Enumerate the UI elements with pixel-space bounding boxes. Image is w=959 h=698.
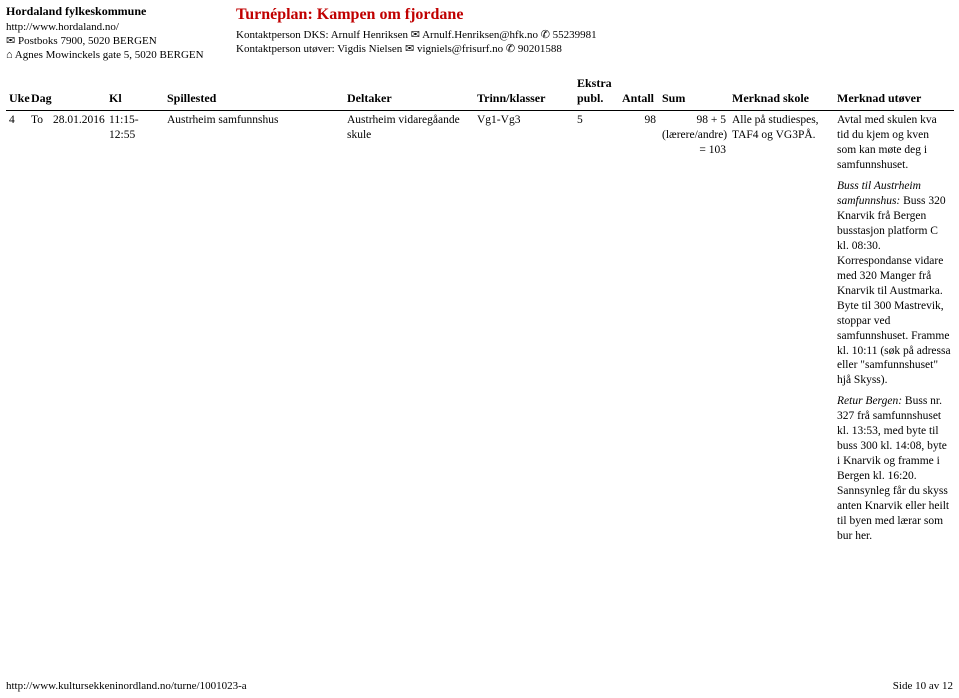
cell-ekstra: 5 [574, 111, 619, 552]
mutover-p3-rest: Buss nr. 327 frå samfunnshuset kl. 13:53… [837, 395, 949, 541]
table-row: 4 To 28.01.2016 11:15-12:55 Austrheim sa… [6, 111, 954, 552]
footer-url: http://www.kultursekkeninordland.no/turn… [6, 680, 247, 692]
sum-line1: 98 + 5 [662, 113, 726, 128]
th-antall: Antall [619, 72, 659, 111]
table-header-row: Uke Dag Kl Spillested Deltaker Trinn/kla… [6, 72, 954, 111]
org-name: Hordaland fylkeskommune [6, 4, 206, 20]
contact-utover: Kontaktperson utøver: Vigdis Nielsen ✉ v… [236, 42, 953, 57]
contact-dks: Kontaktperson DKS: Arnulf Henriksen ✉ Ar… [236, 28, 953, 43]
sum-line3: = 103 [662, 143, 726, 158]
cell-antall: 98 [619, 111, 659, 552]
mutover-p3-lead: Retur Bergen: [837, 395, 902, 407]
plan-table: Uke Dag Kl Spillested Deltaker Trinn/kla… [6, 72, 954, 551]
cell-mskole: Alle på studiespes, TAF4 og VG3PÅ. [729, 111, 834, 552]
th-deltaker: Deltaker [344, 72, 474, 111]
th-kl: Kl [106, 72, 164, 111]
cell-deltaker: Austrheim vidaregåande skule [344, 111, 474, 552]
mutover-p2-rest: Buss 320 Knarvik frå Bergen busstasjon p… [837, 195, 951, 386]
th-ekstra: Ekstra publ. [574, 72, 619, 111]
th-mskole: Merknad skole [729, 72, 834, 111]
cell-uke: 4 [6, 111, 28, 552]
th-sum: Sum [659, 72, 729, 111]
org-post: ✉ Postboks 7900, 5020 BERGEN [6, 34, 206, 48]
th-mutover: Merknad utøver [834, 72, 954, 111]
org-block: Hordaland fylkeskommune http://www.horda… [6, 4, 206, 62]
mutover-p2: Buss til Austrheim samfunnshus: Buss 320… [837, 179, 951, 388]
title-block: Turnéplan: Kampen om fjordane Kontaktper… [236, 4, 953, 62]
cell-mutover: Avtal med skulen kva tid du kjem og kven… [834, 111, 954, 552]
cell-dag: To [28, 111, 50, 552]
cell-sum: 98 + 5 (lærere/andre) = 103 [659, 111, 729, 552]
th-dag: Dag [28, 72, 50, 111]
org-addr: ⌂ Agnes Mowinckels gate 5, 5020 BERGEN [6, 48, 206, 62]
sum-line2: (lærere/andre) [662, 128, 726, 143]
mutover-p1: Avtal med skulen kva tid du kjem og kven… [837, 113, 951, 173]
org-url: http://www.hordaland.no/ [6, 20, 206, 34]
th-spillested: Spillested [164, 72, 344, 111]
cell-dato: 28.01.2016 [50, 111, 106, 552]
footer-page: Side 10 av 12 [893, 680, 953, 692]
mutover-p3: Retur Bergen: Buss nr. 327 frå samfunnsh… [837, 394, 951, 543]
th-trinn: Trinn/klasser [474, 72, 574, 111]
cell-spillested: Austrheim samfunnshus [164, 111, 344, 552]
cell-kl: 11:15-12:55 [106, 111, 164, 552]
th-dato [50, 72, 106, 111]
footer: http://www.kultursekkeninordland.no/turn… [6, 680, 953, 692]
page-title: Turnéplan: Kampen om fjordane [236, 4, 953, 26]
cell-trinn: Vg1-Vg3 [474, 111, 574, 552]
th-uke: Uke [6, 72, 28, 111]
